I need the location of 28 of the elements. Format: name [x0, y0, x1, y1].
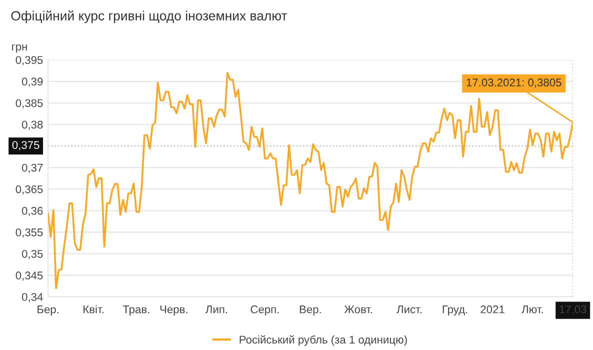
y-tick-label: 0,37: [22, 164, 43, 173]
x-tick-label: Лип.: [206, 306, 228, 314]
x-tick-label: 2021: [480, 305, 504, 314]
x-tick-label: Жовт.: [344, 306, 372, 314]
y-tick-label: 0,34: [22, 293, 43, 302]
y-tick-label: 0,395: [16, 56, 43, 66]
x-tick-label: Квіт.: [84, 305, 104, 314]
chart-title: Офіційний курс гривні щодо іноземних валют: [11, 10, 288, 24]
y-tick-label: 0,36: [22, 206, 43, 216]
y-tick-label: 0,345: [16, 272, 43, 281]
x-tick-label: Трав.: [122, 306, 150, 316]
x-tick-label: Серп.: [250, 305, 279, 316]
y-tick-label: 0,35: [22, 250, 43, 260]
y-tick-label: 0,385: [16, 99, 43, 108]
x-tick-label: Лист.: [396, 306, 422, 314]
y-tick-label: 0,355: [16, 228, 43, 238]
annotation: 17.03.2021: 0,3805: [466, 78, 562, 88]
y-axis-title: грн: [12, 44, 27, 53]
ref-line-label: 0,375: [12, 141, 40, 150]
x-tick-label: Груд.: [442, 306, 468, 316]
x-tick-label: Лют.: [522, 306, 543, 314]
y-tick-label: 0,39: [22, 78, 43, 87]
y-tick-label: 0,365: [16, 185, 43, 195]
y-tick-label: 0,38: [22, 120, 43, 130]
legend-label: Російський рубль (за 1 одиницю): [240, 335, 407, 346]
x-tick-label: Бер.: [38, 306, 58, 316]
x-tick-label: Черв.: [160, 306, 188, 316]
x-tick-label: Вер.: [300, 306, 321, 316]
